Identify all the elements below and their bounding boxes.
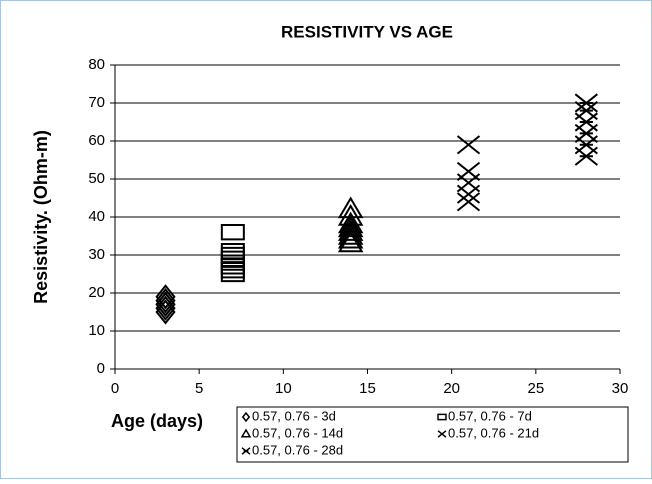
legend-label: 0.57, 0.76 - 7d: [448, 408, 532, 423]
legend-marker: [437, 430, 447, 438]
x-tick-label: 10: [275, 380, 292, 397]
point: [456, 192, 481, 212]
legend-label: 0.57, 0.76 - 3d: [252, 408, 336, 423]
point: [220, 243, 245, 260]
point: [337, 211, 364, 234]
y-tick-label: 30: [88, 246, 105, 263]
point: [574, 93, 598, 113]
y-tick-label: 70: [88, 94, 105, 111]
point: [337, 204, 364, 226]
x-axis-label: Age (days): [111, 411, 203, 431]
legend-marker: [241, 411, 251, 423]
point: [456, 161, 481, 181]
legend-label: 0.57, 0.76 - 14d: [252, 425, 343, 440]
x-tick-label: 30: [612, 380, 629, 397]
point: [337, 223, 364, 245]
x-tick-label: 15: [359, 380, 376, 397]
point: [337, 196, 364, 219]
point: [456, 135, 481, 155]
x-tick-label: 20: [443, 380, 460, 397]
point: [574, 101, 598, 121]
legend-label: 0.57, 0.76 - 21d: [448, 425, 539, 440]
point: [337, 215, 364, 238]
legend: [236, 406, 629, 463]
legend-label: 0.57, 0.76 - 28d: [252, 442, 343, 457]
x-tick-label: 5: [195, 380, 203, 397]
point: [220, 224, 245, 241]
y-tick-label: 20: [88, 284, 105, 301]
legend-marker: [437, 413, 447, 421]
legend-marker: [241, 447, 251, 455]
y-tick-label: 40: [88, 208, 105, 225]
y-tick-label: 80: [88, 56, 105, 73]
y-tick-label: 0: [97, 360, 105, 377]
point: [155, 284, 176, 310]
legend-marker: [240, 428, 252, 438]
y-tick-label: 50: [88, 170, 105, 187]
y-axis-label: Resistivity. (Ohm-m): [31, 130, 51, 304]
point: [155, 291, 176, 318]
x-tick-label: 25: [527, 380, 544, 397]
chart-title: RESISTIVITY VS AGE: [281, 22, 453, 41]
y-tick-label: 10: [88, 322, 105, 339]
x-tick-label: 0: [111, 380, 119, 397]
point: [337, 226, 364, 249]
point: [337, 219, 364, 241]
point: [337, 230, 364, 253]
point: [155, 287, 176, 314]
y-tick-label: 60: [88, 132, 105, 149]
